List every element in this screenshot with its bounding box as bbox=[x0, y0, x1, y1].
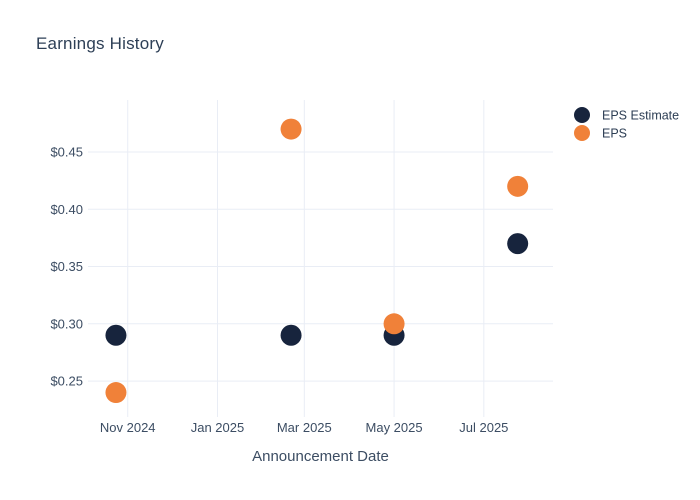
y-tick-label: $0.30 bbox=[50, 316, 83, 331]
data-point-eps[interactable] bbox=[280, 118, 302, 140]
data-point-eps[interactable] bbox=[507, 175, 529, 197]
legend-item-eps[interactable]: EPS bbox=[574, 125, 627, 141]
y-tick-label: $0.40 bbox=[50, 202, 83, 217]
x-tick-label: Nov 2024 bbox=[100, 420, 156, 435]
x-tick-label: Jul 2025 bbox=[459, 420, 508, 435]
x-tick-label: Mar 2025 bbox=[277, 420, 332, 435]
legend-marker-eps bbox=[574, 125, 590, 141]
x-tick-label: Jan 2025 bbox=[191, 420, 245, 435]
y-tick-label: $0.45 bbox=[50, 145, 83, 160]
y-tick-label: $0.35 bbox=[50, 259, 83, 274]
legend-label: EPS Estimate bbox=[602, 109, 679, 123]
data-point-eps-estimate[interactable] bbox=[507, 233, 529, 255]
legend-label: EPS bbox=[602, 127, 627, 141]
x-tick-label: May 2025 bbox=[366, 420, 423, 435]
chart-title: Earnings History bbox=[36, 34, 164, 53]
data-point-eps[interactable] bbox=[383, 313, 405, 335]
data-point-eps-estimate[interactable] bbox=[105, 324, 127, 346]
x-axis-title: Announcement Date bbox=[252, 448, 389, 465]
data-point-eps[interactable] bbox=[105, 382, 127, 404]
legend-item-eps-estimate[interactable]: EPS Estimate bbox=[574, 107, 679, 123]
legend-marker-eps-estimate bbox=[574, 107, 590, 123]
data-point-eps-estimate[interactable] bbox=[280, 324, 302, 346]
y-tick-label: $0.25 bbox=[50, 374, 83, 389]
